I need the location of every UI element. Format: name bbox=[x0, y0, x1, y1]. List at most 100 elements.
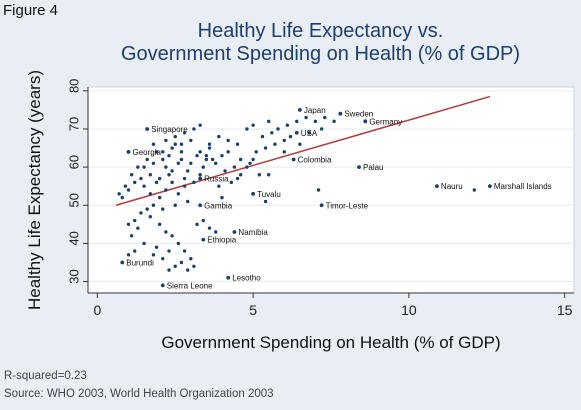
data-point-labeled bbox=[232, 230, 237, 234]
data-point bbox=[164, 165, 168, 169]
data-point bbox=[179, 142, 184, 146]
data-point bbox=[226, 138, 230, 143]
data-point bbox=[179, 150, 184, 154]
data-point bbox=[270, 131, 274, 135]
data-point bbox=[167, 153, 171, 158]
data-point bbox=[192, 180, 196, 185]
data-point bbox=[164, 188, 168, 192]
data-point bbox=[170, 234, 174, 238]
point-label: Tuvalu bbox=[257, 190, 281, 199]
data-point bbox=[332, 119, 336, 124]
data-point bbox=[217, 184, 221, 188]
data-point bbox=[472, 188, 477, 192]
data-point bbox=[179, 157, 184, 162]
data-point-labeled bbox=[160, 283, 165, 288]
data-point bbox=[145, 207, 149, 211]
data-point bbox=[126, 222, 131, 227]
data-point bbox=[210, 157, 215, 162]
data-point bbox=[167, 268, 171, 272]
data-point-labeled bbox=[145, 127, 150, 131]
data-point-labeled bbox=[435, 184, 439, 189]
data-point bbox=[161, 256, 165, 261]
data-point bbox=[161, 150, 165, 154]
data-point bbox=[195, 222, 199, 227]
point-label: Japan bbox=[304, 106, 326, 115]
y-axis-label: Healthy Life Expectancy (years) bbox=[25, 70, 44, 310]
data-point bbox=[207, 142, 212, 146]
data-point bbox=[323, 115, 327, 120]
data-point bbox=[263, 146, 268, 150]
data-point bbox=[151, 253, 156, 257]
point-label: Palau bbox=[363, 163, 383, 172]
data-point bbox=[245, 165, 249, 169]
data-point bbox=[161, 157, 165, 162]
data-point bbox=[263, 199, 268, 204]
data-point bbox=[133, 249, 137, 253]
data-point bbox=[204, 153, 209, 158]
point-label: Singapore bbox=[151, 125, 188, 134]
data-point bbox=[192, 264, 196, 268]
data-point bbox=[157, 176, 162, 181]
data-point bbox=[266, 173, 271, 177]
data-point-labeled bbox=[120, 260, 125, 265]
data-point bbox=[217, 134, 221, 139]
data-point bbox=[282, 138, 286, 143]
data-point bbox=[176, 161, 181, 165]
data-point bbox=[235, 176, 240, 181]
data-point bbox=[157, 195, 162, 200]
data-point bbox=[276, 127, 280, 131]
point-label: Sweden bbox=[344, 110, 373, 119]
data-point bbox=[139, 176, 143, 181]
data-point bbox=[282, 150, 286, 154]
data-point bbox=[182, 176, 187, 181]
data-point bbox=[154, 150, 159, 154]
data-point bbox=[179, 260, 184, 265]
data-point-labeled bbox=[198, 176, 203, 181]
data-point-labeled bbox=[487, 184, 492, 189]
data-point bbox=[266, 119, 271, 124]
data-point bbox=[198, 150, 202, 154]
data-point bbox=[164, 230, 168, 234]
data-point bbox=[142, 165, 146, 169]
data-point bbox=[117, 192, 121, 196]
data-point bbox=[136, 165, 140, 169]
data-point bbox=[151, 142, 156, 146]
data-point bbox=[316, 188, 321, 192]
data-point bbox=[136, 226, 140, 230]
data-point bbox=[220, 153, 224, 158]
data-point bbox=[170, 180, 174, 185]
data-point bbox=[285, 123, 290, 127]
data-point bbox=[313, 119, 318, 124]
data-point bbox=[182, 184, 187, 188]
data-point bbox=[251, 157, 255, 162]
data-point bbox=[189, 256, 193, 261]
y-tick-label: 40 bbox=[67, 231, 82, 245]
data-point bbox=[198, 173, 202, 177]
data-point bbox=[151, 203, 156, 207]
data-point bbox=[248, 161, 252, 165]
data-point bbox=[254, 150, 258, 154]
data-point bbox=[173, 264, 177, 268]
x-tick-label: 15 bbox=[557, 302, 573, 318]
y-tick-label: 60 bbox=[67, 155, 82, 169]
data-point bbox=[238, 173, 243, 177]
data-point bbox=[189, 138, 193, 143]
r-squared-note: R-squared=0.23 bbox=[4, 370, 87, 382]
data-point bbox=[192, 127, 196, 131]
data-point bbox=[245, 127, 249, 131]
point-label: Marshall Islands bbox=[494, 182, 552, 191]
data-point bbox=[176, 192, 181, 196]
data-point bbox=[298, 142, 302, 146]
point-label: Ethiopia bbox=[207, 236, 236, 245]
data-point bbox=[319, 127, 324, 131]
data-point bbox=[173, 134, 177, 139]
data-point-labeled bbox=[297, 107, 302, 112]
data-point bbox=[198, 123, 202, 127]
data-point bbox=[235, 142, 240, 146]
chart-title-line1: Healthy Life Expectancy vs. bbox=[197, 20, 444, 42]
data-point bbox=[170, 169, 174, 173]
data-point bbox=[154, 245, 159, 249]
data-point-labeled bbox=[251, 191, 256, 196]
data-point bbox=[151, 161, 156, 165]
y-tick-label: 80 bbox=[67, 79, 82, 93]
